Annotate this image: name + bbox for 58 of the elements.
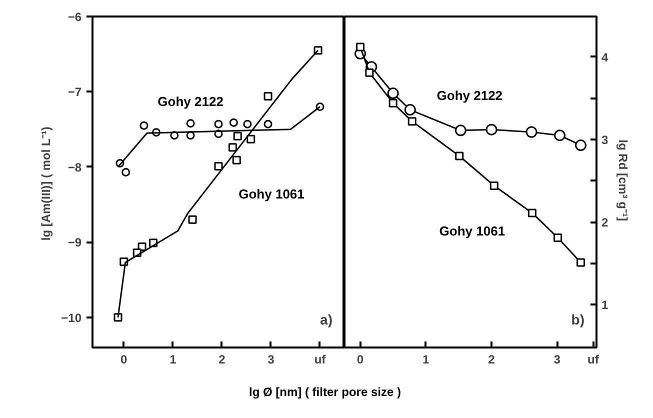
y2-tick-label: 4 [602, 50, 608, 64]
series-label: Gohy 1061 [238, 186, 304, 202]
x-tick-label: 2 [218, 352, 226, 366]
point [408, 117, 416, 126]
point [526, 126, 538, 138]
point [228, 143, 237, 152]
y2-tick-label: 1 [602, 298, 608, 312]
point [575, 140, 586, 152]
point [365, 68, 374, 77]
y-tick-label: −7 [68, 85, 82, 100]
point [554, 130, 566, 142]
y-tick-label: −8 [68, 160, 82, 174]
point [576, 258, 585, 267]
point [486, 124, 498, 136]
point [246, 134, 256, 144]
series-label: Gohy 1061 [439, 223, 506, 238]
point [214, 120, 223, 128]
x-axis-title: lg Ø [nm] ( filter pore size ) [248, 384, 402, 401]
x-tick-label: 0 [356, 352, 364, 366]
point [554, 233, 562, 242]
point [188, 215, 197, 224]
x-tick-label: 0 [120, 352, 128, 366]
point [356, 42, 364, 52]
y2-axis-title: lg Rd [cm³ g⁻¹] [616, 140, 630, 221]
x-tick-label: uf [588, 352, 600, 366]
x-tick-label: uf [314, 352, 327, 366]
annotation: a) [320, 312, 333, 328]
point [140, 121, 148, 130]
point [455, 152, 464, 160]
point [214, 162, 223, 170]
x-tick-label: 2 [488, 352, 496, 366]
point [264, 92, 272, 100]
y-tick-label: −6 [68, 10, 82, 24]
series-label: Gohy 2122 [436, 88, 503, 103]
y-axis-title: lg [Am(III)] ( mol L⁻¹) [39, 126, 54, 241]
x-tick-label: 1 [170, 352, 177, 366]
y-tick-label: −10 [61, 310, 82, 325]
point [232, 156, 241, 164]
point [528, 208, 536, 218]
point [387, 88, 399, 100]
point [229, 118, 238, 127]
point [233, 132, 242, 140]
point [388, 98, 398, 108]
point [404, 104, 416, 116]
series-label: Gohy 2122 [158, 94, 224, 109]
x-tick-label: 3 [268, 352, 275, 366]
annotation: b) [571, 312, 585, 328]
x-tick-label: 1 [422, 352, 430, 366]
point [454, 124, 466, 136]
point [490, 181, 498, 190]
y2-tick-label: 2 [602, 216, 608, 230]
x-tick-label: 3 [554, 352, 561, 366]
point [122, 168, 130, 176]
y2-tick-label: 3 [602, 132, 608, 147]
y-tick-label: −9 [68, 236, 82, 250]
point [243, 120, 252, 128]
point [264, 120, 272, 128]
point [186, 119, 195, 128]
